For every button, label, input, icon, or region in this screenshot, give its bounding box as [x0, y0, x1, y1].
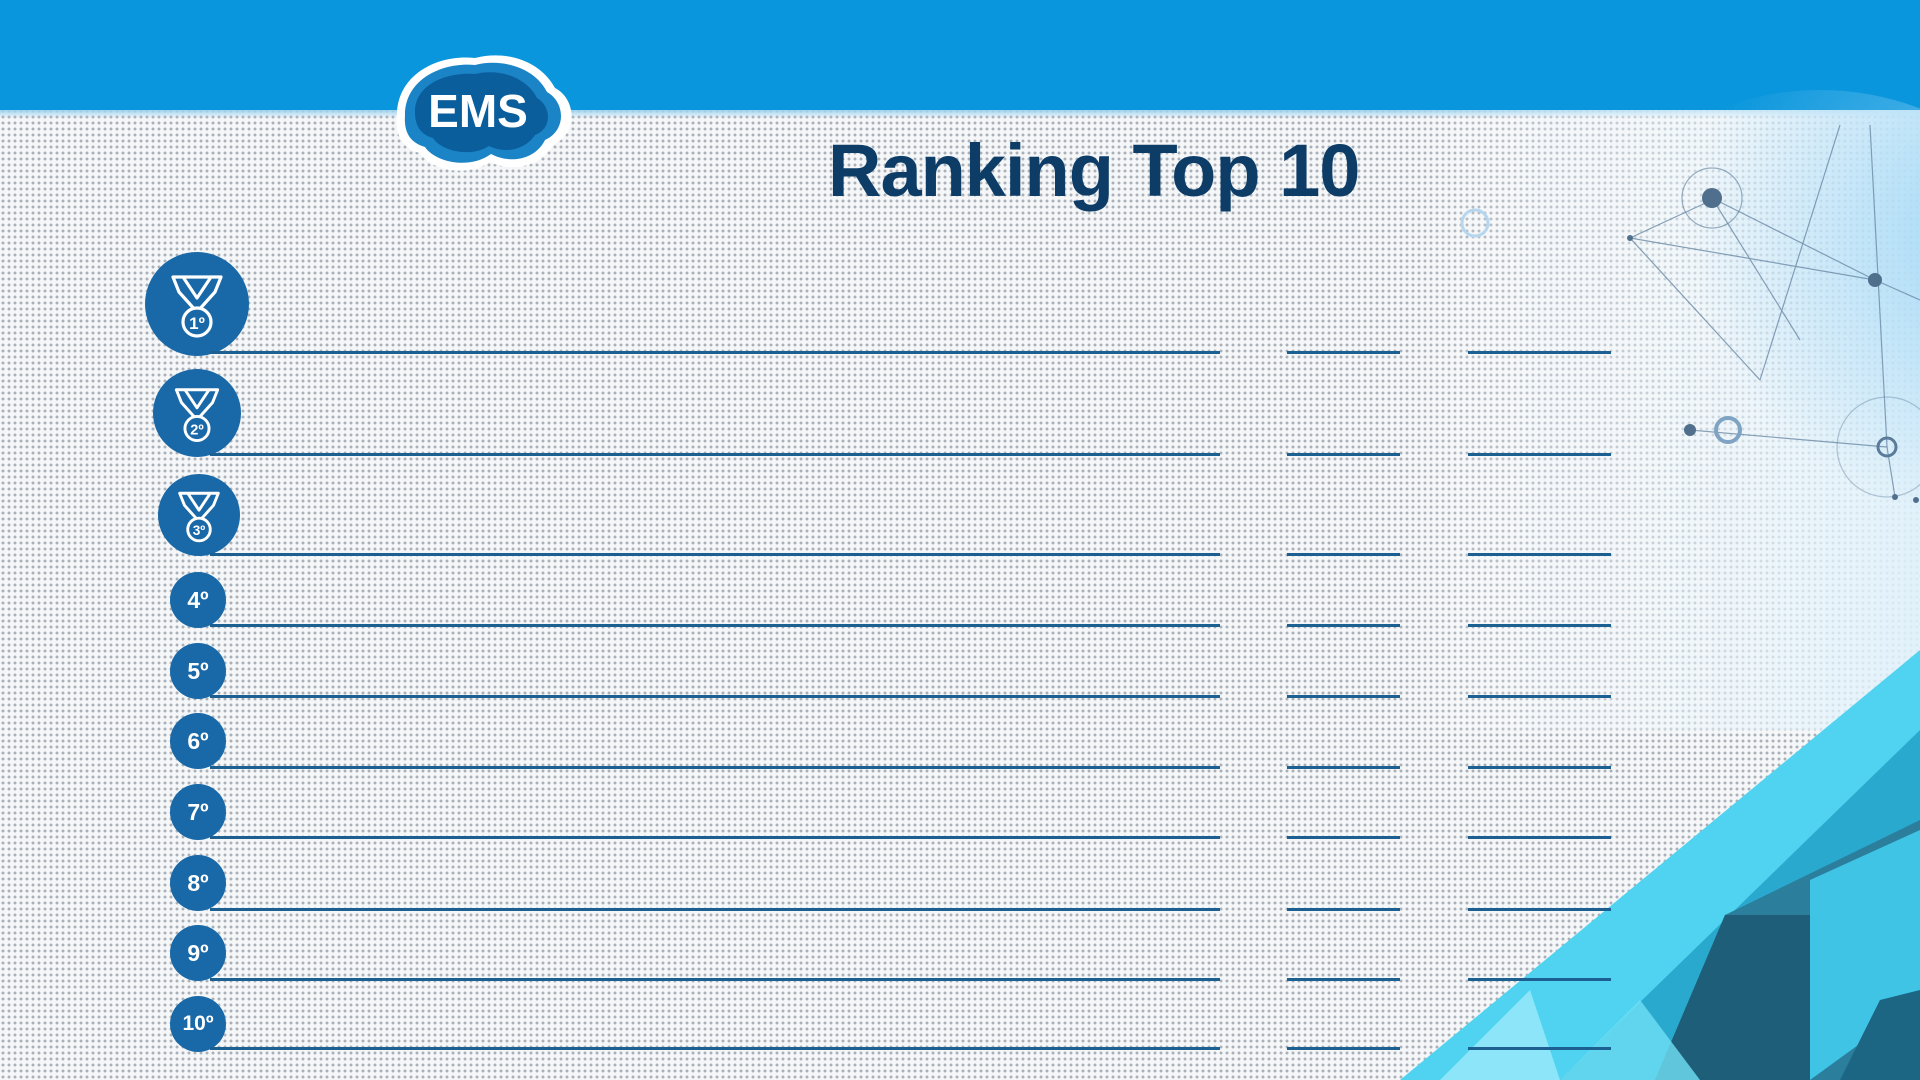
- row-1-col2-line: [1287, 351, 1400, 354]
- row-8-col3-line: [1468, 908, 1611, 911]
- rank-label: 8º: [187, 869, 209, 896]
- row-6-name-line: [210, 766, 1220, 769]
- row-10-col2-line: [1287, 1047, 1400, 1050]
- row-9-col3-line: [1468, 978, 1611, 981]
- medal-icon: 2º: [174, 388, 220, 443]
- rank-label: 6º: [187, 727, 209, 754]
- rank-label: 9º: [187, 939, 209, 966]
- rank-badge-3: 3º: [158, 474, 240, 556]
- rank-label: 4º: [187, 586, 209, 613]
- row-6-col3-line: [1468, 766, 1611, 769]
- rank-label: 1º: [189, 314, 205, 333]
- row-7-name-line: [210, 836, 1220, 839]
- rank-badge-6: 6º: [170, 713, 226, 769]
- row-8-col2-line: [1287, 908, 1400, 911]
- rank-badge-7: 7º: [170, 784, 226, 840]
- row-10-col3-line: [1468, 1047, 1611, 1050]
- rank-badge-4: 4º: [170, 572, 226, 628]
- row-7-col2-line: [1287, 836, 1400, 839]
- row-10-name-line: [210, 1047, 1220, 1050]
- rank-label: 3º: [193, 523, 206, 538]
- medal-icon: 1º: [171, 275, 223, 338]
- medal-icon: 3º: [178, 491, 220, 543]
- rank-label: 5º: [187, 657, 209, 684]
- row-8-name-line: [210, 908, 1220, 911]
- row-1-name-line: [210, 351, 1220, 354]
- row-1-col3-line: [1468, 351, 1611, 354]
- rank-badge-8: 8º: [170, 855, 226, 911]
- row-4-name-line: [210, 624, 1220, 627]
- row-3-col3-line: [1468, 553, 1611, 556]
- row-5-name-line: [210, 695, 1220, 698]
- rank-label: 10º: [182, 1012, 214, 1035]
- row-7-col3-line: [1468, 836, 1611, 839]
- page-title: Ranking Top 10: [828, 129, 1360, 212]
- logo-text: EMS: [428, 85, 528, 137]
- row-4-col2-line: [1287, 624, 1400, 627]
- row-9-name-line: [210, 978, 1220, 981]
- row-5-col3-line: [1468, 695, 1611, 698]
- rank-badge-10: 10º: [170, 996, 226, 1052]
- rank-label: 2º: [190, 423, 204, 439]
- row-6-col2-line: [1287, 766, 1400, 769]
- row-2-col3-line: [1468, 453, 1611, 456]
- ems-logo: EMS: [396, 55, 572, 171]
- row-4-col3-line: [1468, 624, 1611, 627]
- header-band: [0, 0, 1920, 118]
- rank-badge-1: 1º: [145, 252, 249, 356]
- rank-badge-5: 5º: [170, 643, 226, 699]
- rank-badge-9: 9º: [170, 925, 226, 981]
- row-3-col2-line: [1287, 553, 1400, 556]
- row-9-col2-line: [1287, 978, 1400, 981]
- row-2-col2-line: [1287, 453, 1400, 456]
- rank-badge-2: 2º: [153, 369, 241, 457]
- row-2-name-line: [210, 453, 1220, 456]
- row-3-name-line: [210, 553, 1220, 556]
- row-5-col2-line: [1287, 695, 1400, 698]
- rank-label: 7º: [187, 798, 209, 825]
